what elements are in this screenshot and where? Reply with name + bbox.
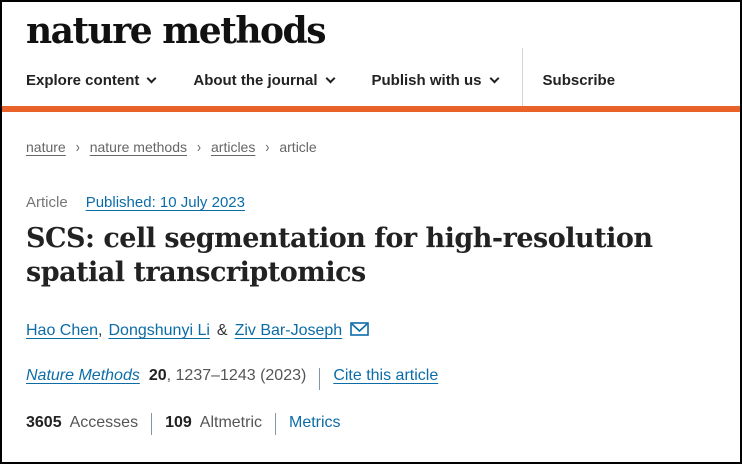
nav-item-label: Subscribe: [542, 71, 616, 89]
nav-divider: [521, 48, 523, 106]
metrics-link[interactable]: Metrics: [289, 414, 341, 431]
nav-item-label: Publish with us: [371, 71, 482, 89]
chevron-right-icon: ›: [197, 137, 201, 157]
cite-this-article-link[interactable]: Cite this article: [333, 367, 439, 384]
volume-number: 20: [148, 367, 167, 384]
nav-item-label: About the journal: [193, 71, 318, 89]
vertical-divider: [319, 368, 321, 390]
metrics-row: 3605 Accesses 109 Altmetric Metrics: [26, 412, 716, 435]
author-link-ziv-bar-joseph[interactable]: Ziv Bar-Joseph: [234, 322, 343, 339]
altmetric-count: 109: [165, 414, 192, 431]
email-icon[interactable]: [350, 322, 369, 336]
authors-line: Hao Chen, Dongshunyi Li & Ziv Bar-Joseph: [26, 322, 716, 340]
breadcrumb-item-nature[interactable]: nature: [26, 139, 66, 155]
vertical-divider: [151, 413, 153, 435]
chevron-down-icon: [325, 73, 335, 83]
chevron-down-icon: [146, 73, 157, 83]
nav-item-label: Explore content: [26, 71, 140, 89]
page-range: , 1237–1243 (2023): [166, 367, 307, 384]
main-nav: Explore content About the journal Publis…: [26, 48, 716, 106]
author-ampersand: &: [216, 322, 228, 339]
journal-logo[interactable]: nature methods: [26, 10, 326, 52]
nav-item-about-the-journal[interactable]: About the journal: [193, 71, 335, 89]
article-type-label: Article: [26, 194, 68, 211]
breadcrumb-item-articles[interactable]: articles: [211, 139, 256, 155]
author-link-dongshunyi-li[interactable]: Dongshunyi Li: [108, 322, 210, 339]
nav-item-publish-with-us[interactable]: Publish with us: [371, 71, 499, 89]
chevron-right-icon: ›: [75, 137, 80, 157]
nav-item-subscribe[interactable]: Subscribe: [543, 72, 616, 89]
chevron-down-icon: [489, 73, 499, 83]
author-separator: ,: [98, 322, 103, 339]
breadcrumb: nature › nature methods › articles › art…: [2, 137, 740, 157]
breadcrumb-current-article: article: [279, 139, 317, 155]
altmetric-label: Altmetric: [199, 414, 262, 431]
breadcrumb-item-nature-methods[interactable]: nature methods: [89, 139, 187, 155]
chevron-right-icon: ›: [265, 137, 270, 157]
site-header: nature methods Explore content About the…: [2, 2, 740, 106]
article-header: Article Published: 10 July 2023 SCS: cel…: [2, 194, 740, 435]
author-link-hao-chen[interactable]: Hao Chen: [26, 322, 99, 339]
published-date-link[interactable]: Published: 10 July 2023: [85, 194, 245, 211]
article-meta-row: Article Published: 10 July 2023: [26, 194, 716, 211]
journal-link[interactable]: Nature Methods: [26, 367, 140, 384]
vertical-divider: [275, 413, 276, 435]
accesses-label: Accesses: [69, 414, 139, 431]
accesses-count: 3605: [26, 414, 62, 431]
citation-line: Nature Methods 20 , 1237–1243 (2023) Cit…: [26, 367, 716, 390]
article-title: SCS: cell segmentation for high-resoluti…: [26, 223, 653, 288]
nav-item-explore-content[interactable]: Explore content: [26, 71, 157, 89]
accent-bar: [2, 106, 740, 112]
